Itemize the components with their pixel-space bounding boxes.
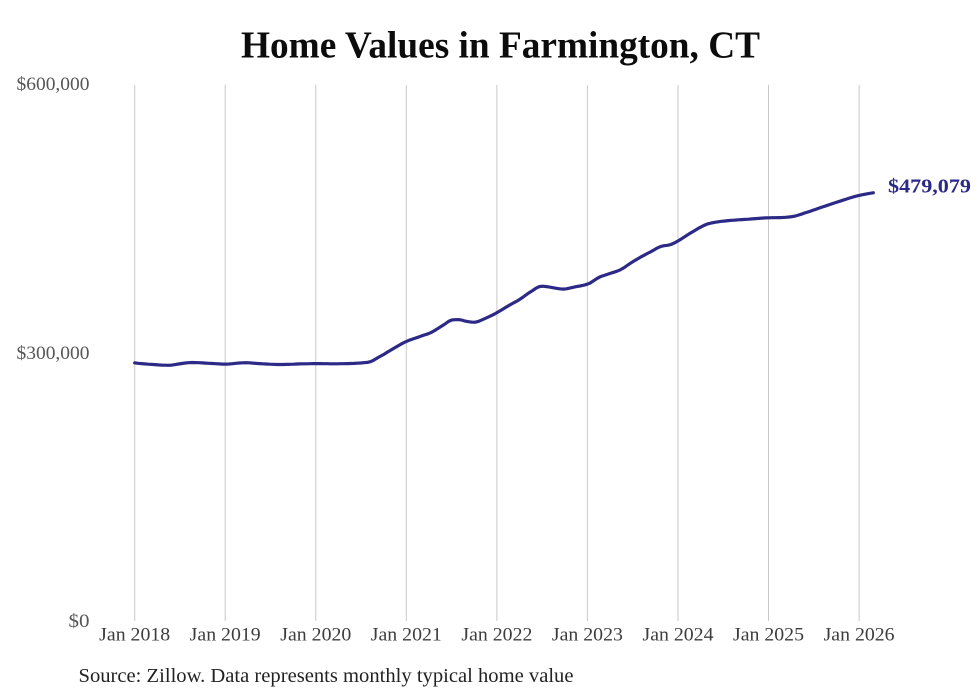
svg-text:Jan 2024: Jan 2024	[643, 625, 714, 645]
svg-text:Jan 2023: Jan 2023	[552, 625, 623, 645]
svg-text:$479,079: $479,079	[888, 177, 971, 198]
svg-text:Source: Zillow. Data represent: Source: Zillow. Data represents monthly …	[79, 665, 574, 687]
svg-text:Jan 2021: Jan 2021	[371, 625, 442, 645]
svg-text:Jan 2025: Jan 2025	[733, 625, 804, 645]
svg-text:Jan 2026: Jan 2026	[824, 625, 895, 645]
svg-text:$0: $0	[69, 611, 90, 632]
svg-text:Jan 2019: Jan 2019	[190, 625, 261, 645]
svg-text:Jan 2018: Jan 2018	[99, 625, 170, 645]
svg-text:Jan 2020: Jan 2020	[280, 625, 351, 645]
svg-text:Home Values in Farmington, CT: Home Values in Farmington, CT	[241, 25, 760, 67]
svg-text:$300,000: $300,000	[17, 343, 90, 364]
svg-text:Jan 2022: Jan 2022	[461, 625, 532, 645]
svg-text:$600,000: $600,000	[17, 74, 90, 95]
